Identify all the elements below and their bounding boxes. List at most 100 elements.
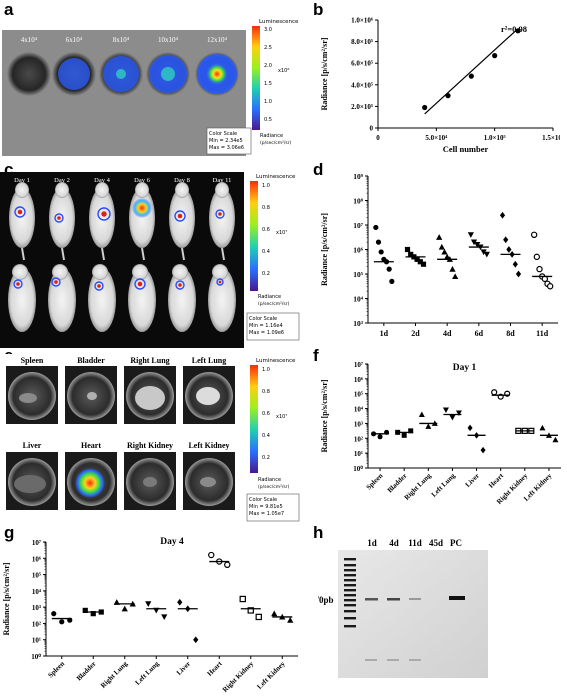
organ-label-spleen: Spleen [21, 356, 44, 365]
x-tick-label: Left Kidney [256, 659, 287, 690]
x-tick-label: Heart [487, 471, 505, 489]
mouse-tail [21, 247, 25, 261]
well-label-5: 12x10⁴ [207, 36, 228, 44]
x-tick-label: Spleen [46, 660, 66, 680]
svg-text:Min = 9.81e5: Min = 9.81e5 [249, 504, 283, 510]
data-point [401, 432, 407, 438]
data-point [386, 266, 392, 272]
signal-contour [134, 278, 146, 290]
cbar-c-tick-0: 1.0 [262, 183, 270, 189]
lane-label-1d: 1d [367, 538, 377, 548]
day-label: Day 1 [14, 177, 30, 184]
cbar-e-tick-3: 0.4 [262, 433, 270, 439]
cbar-a-tick-5: 0.5 [264, 117, 272, 123]
data-point [503, 236, 509, 244]
y-tick-label: 10³ [32, 604, 41, 612]
signal-contour [14, 206, 26, 218]
organ-label-right-kidney: Right Kidney [127, 441, 173, 450]
mouse-head [215, 182, 229, 198]
mouse-side [8, 268, 36, 332]
signal-core [16, 282, 20, 286]
cbar-a-tick-1: 2.5 [264, 45, 272, 51]
chart-f: 10⁰ 10¹ 10² 10³ 10⁴ 10⁵ 10⁶ 10⁷ Spleen BladderRig… [320, 361, 561, 506]
organ-label-bladder: Bladder [77, 356, 105, 365]
x-tick-label: Spleen [365, 472, 385, 492]
y-tick-label: 10⁷ [353, 221, 364, 230]
y-tick-label: 10⁴ [353, 295, 364, 304]
mouse-dorsal [89, 188, 115, 248]
mouse-side [48, 268, 76, 332]
data-point [420, 261, 427, 267]
cbar-e-tick-4: 0.2 [262, 455, 270, 461]
data-point [480, 249, 487, 256]
data-point [474, 242, 481, 248]
x-tick-label-b: 5.0×10⁴ [425, 134, 448, 142]
fit-line-b [424, 28, 519, 115]
mouse-dorsal [9, 188, 35, 248]
y-tick-label: 10⁷ [354, 361, 363, 369]
data-point [483, 251, 490, 258]
y-tick-label: 10³ [353, 319, 364, 328]
chart-title: Day 1 [453, 363, 477, 373]
data-point [438, 243, 445, 250]
mouse-dorsal [169, 188, 195, 248]
x-tick-label: Right Kidney [221, 659, 255, 693]
cbar-c-exponent: x10⁷ [276, 230, 287, 236]
data-point [442, 407, 449, 414]
data-point [552, 436, 559, 443]
svg-text:Min = 2.34e5: Min = 2.34e5 [209, 138, 243, 144]
data-point [59, 619, 65, 625]
x-tick-label: Left Lung [430, 471, 457, 498]
data-point [373, 224, 379, 231]
mouse-head [95, 182, 109, 198]
y-tick-label: 10⁵ [353, 270, 364, 279]
signal-contour [51, 277, 61, 287]
panel-h-gel: 1d 4d 11d 45d PC 470pb [318, 538, 488, 678]
organ-label-heart: Heart [81, 441, 101, 450]
data-point [480, 446, 486, 454]
y-tick-label-b: 4.0×10⁵ [351, 81, 373, 89]
y-tick-label-b: 2.0×10⁵ [351, 103, 373, 111]
x-tick-label: 6d [475, 329, 484, 338]
colorbar-a [252, 26, 260, 130]
data-point [470, 239, 478, 246]
data-point [467, 232, 474, 238]
organ-label-left-kidney: Left Kidney [188, 441, 229, 450]
data-point [90, 611, 96, 617]
cbar-e-unit-1: Radiance [258, 477, 281, 483]
data-point [449, 265, 456, 272]
signal-contour [94, 281, 104, 291]
x-tick-label: Bladder [386, 472, 409, 495]
colorbar-c [250, 181, 258, 291]
data-point-b [515, 28, 521, 34]
colorbar-title-c: Luminescence [256, 174, 296, 180]
scale-box-c: Color Scale Min = 1.16e4 Max = 1.09e6 [246, 312, 300, 341]
panel-letter-h: h [313, 523, 324, 542]
data-point [161, 614, 168, 621]
data-point [539, 424, 546, 431]
y-tick-label-b: 0 [370, 125, 374, 133]
y-tick-label: 10⁷ [32, 539, 41, 547]
signal-contour [174, 210, 186, 222]
mouse-head-side [172, 264, 188, 280]
data-point [408, 251, 414, 257]
mouse-head-side [92, 264, 108, 280]
y-tick-label: 10⁶ [32, 555, 41, 563]
day-label: Day 11 [213, 177, 232, 184]
svg-text:Min = 1.16e4: Min = 1.16e4 [249, 323, 283, 329]
data-point [51, 611, 57, 617]
cbar-a-tick-4: 1.0 [264, 99, 272, 105]
cbar-a-exponent: x10⁶ [278, 68, 289, 74]
signal-core [54, 280, 58, 284]
data-point [533, 253, 541, 261]
data-point [506, 246, 512, 253]
mouse-tail [101, 247, 105, 261]
y-tick-label: 10⁶ [353, 246, 364, 255]
svg-text:Max = 1.05e7: Max = 1.05e7 [249, 511, 284, 517]
svg-text:Color Scale: Color Scale [209, 131, 237, 137]
mouse-dorsal [49, 188, 75, 248]
y-tick-label: 10⁴ [354, 406, 364, 414]
lane-label-4d: 4d [389, 538, 399, 548]
panel-a-image: 4x10⁴ 6x10⁴ 8x10⁴ 10x10⁴ 12x10⁴ Luminesc… [2, 19, 299, 156]
